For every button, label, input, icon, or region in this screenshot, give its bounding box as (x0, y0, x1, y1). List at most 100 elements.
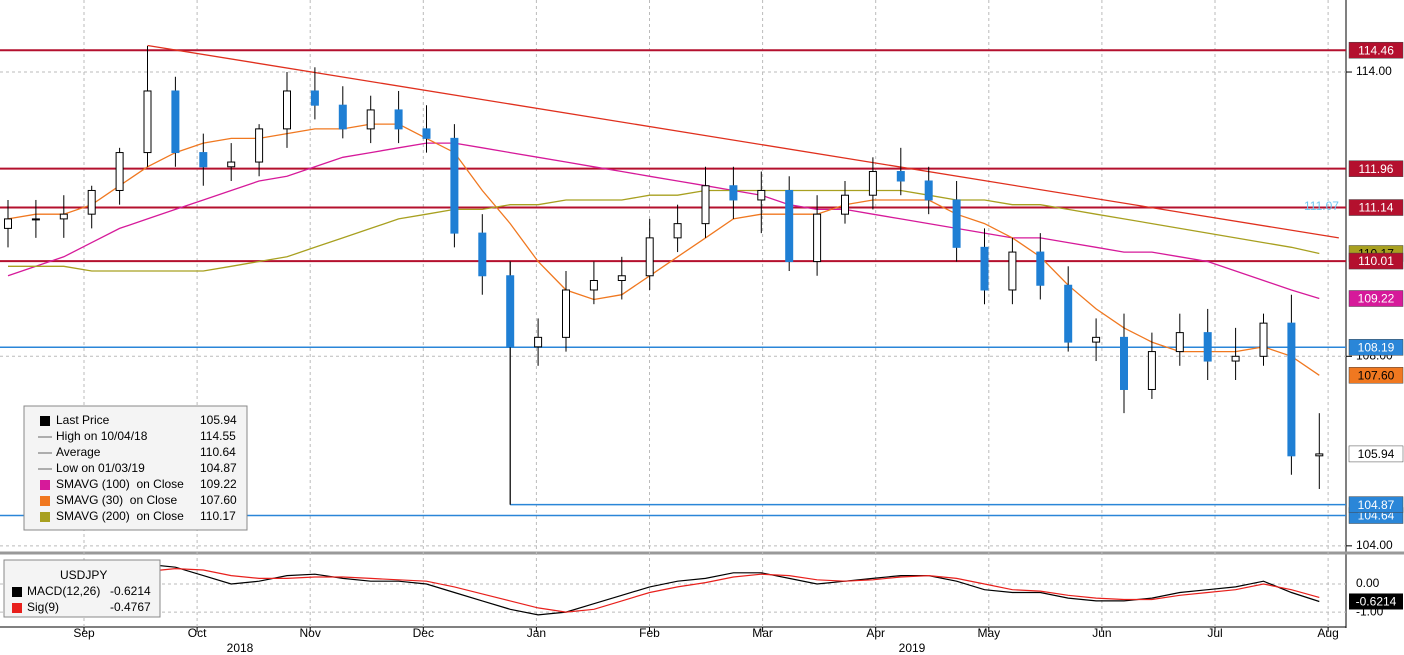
low-line-label: 104.87 (1358, 498, 1395, 512)
candle-body (1203, 332, 1212, 362)
candle-body (227, 161, 236, 168)
macd-legend-swatch (12, 603, 22, 613)
level-box (1348, 41, 1404, 59)
x-tick-label: Nov (300, 626, 321, 640)
level-box (1348, 339, 1404, 356)
legend-label: Last Price (56, 413, 110, 427)
candle-body (729, 185, 738, 201)
legend-label: Low on 01/03/19 (56, 461, 145, 475)
candle-body (506, 275, 515, 348)
macd-legend-value: -0.4767 (110, 600, 151, 614)
macd-title: USDJPY (60, 568, 107, 582)
legend-label: SMAVG (30) on Close (56, 493, 177, 507)
legend-value: 105.94 (200, 413, 237, 427)
y-tick-label: 114.00 (1356, 64, 1392, 78)
candle-body (841, 194, 849, 215)
annotation: 111.07 (1304, 199, 1339, 213)
trendline (147, 44, 1339, 239)
macd-end-box (1349, 593, 1403, 610)
candle-body (589, 280, 598, 291)
candle-body (896, 171, 905, 182)
legend-value: 107.60 (200, 493, 237, 507)
moving-average (7, 142, 1320, 300)
candle-body (478, 232, 487, 277)
moving-average (7, 123, 1320, 376)
candle-body (868, 171, 877, 196)
x-tick-label: Feb (639, 626, 660, 640)
x-tick-label: Oct (188, 626, 207, 640)
candle-body (1315, 453, 1324, 457)
legend-label: Average (56, 445, 101, 459)
macd-legend-label: Sig(9) (27, 600, 59, 614)
macd-line (7, 563, 1320, 616)
last-price-label: 105.94 (1358, 447, 1395, 461)
legend-value: 109.22 (200, 477, 237, 491)
level-label: 110.01 (1358, 254, 1394, 268)
low-line-box (1348, 496, 1404, 513)
level-label: 111.14 (1359, 201, 1394, 215)
series-end-box (1348, 290, 1404, 307)
legend-value: 114.55 (200, 429, 236, 443)
x-tick-label: Jan (527, 626, 546, 640)
x-tick-label: Jun (1092, 626, 1111, 640)
legend-value: 110.17 (200, 509, 236, 523)
x-tick-label: Jul (1207, 626, 1222, 640)
candle-body (1287, 322, 1296, 457)
level-label: 114.46 (1358, 43, 1394, 57)
candle-body (952, 199, 961, 248)
candle-body (757, 189, 766, 201)
year-label: 2019 (899, 641, 926, 655)
candle-body (785, 189, 794, 263)
candle-body (980, 246, 989, 291)
legend-swatch (40, 512, 50, 522)
macd-legend-box (3, 559, 161, 618)
candle-body (171, 90, 180, 154)
legend-swatch (40, 480, 50, 490)
level-label: 108.19 (1358, 340, 1395, 354)
macd-legend-value: -0.6214 (110, 584, 151, 598)
legend-box (23, 405, 248, 531)
level-box (1348, 199, 1404, 216)
candle-body (87, 189, 96, 215)
candle-body (338, 104, 347, 130)
year-label: 2018 (227, 641, 254, 655)
legend-swatch (40, 496, 50, 506)
level-label: 111.96 (1359, 162, 1394, 176)
macd-tick-label: 0.00 (1356, 576, 1380, 590)
series-end-label: 109.22 (1358, 292, 1395, 306)
candle-body (1064, 284, 1073, 343)
candle-body (1036, 251, 1045, 286)
x-tick-label: Sep (73, 626, 95, 640)
candle-body (534, 336, 543, 348)
candle-body (1147, 351, 1156, 390)
x-tick-label: Dec (413, 626, 434, 640)
candle-body (562, 289, 570, 338)
y-tick-label: 104.00 (1356, 538, 1393, 552)
macd-line (7, 567, 1320, 613)
level-box (1348, 160, 1404, 177)
x-tick-label: Mar (752, 626, 773, 640)
candle-body (924, 180, 933, 201)
macd-legend-swatch (12, 587, 22, 597)
candle-body (1120, 336, 1128, 390)
candle-body (283, 90, 291, 130)
x-tick-label: May (977, 626, 1000, 640)
series-end-label: 107.60 (1358, 368, 1395, 382)
legend-label: SMAVG (100) on Close (56, 477, 184, 491)
level-box (1348, 252, 1404, 270)
candle-body (255, 128, 264, 163)
x-tick-label: Aug (1317, 626, 1338, 640)
candle-body (31, 218, 40, 221)
legend-swatch (40, 416, 50, 426)
candle-body (1259, 322, 1268, 357)
candle-body (617, 275, 626, 282)
candle-body (115, 152, 124, 191)
series-end-box (1348, 367, 1404, 384)
candle-body (1231, 355, 1240, 362)
candle-body (1008, 251, 1017, 291)
last-price-box (1348, 445, 1404, 463)
candle-body (4, 218, 12, 229)
candle-body (701, 185, 710, 225)
